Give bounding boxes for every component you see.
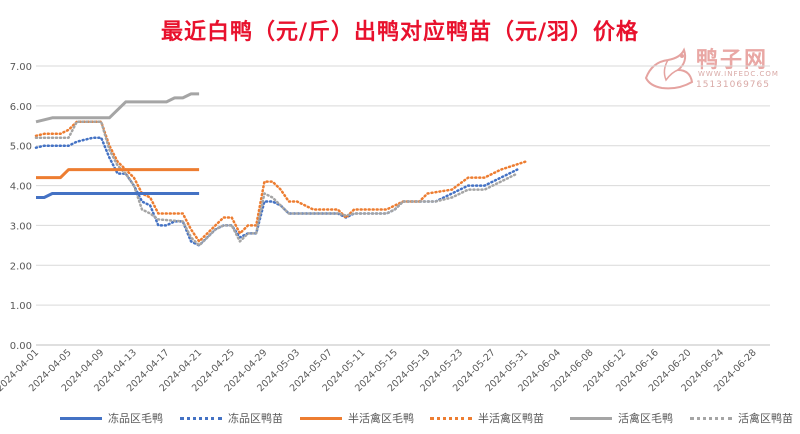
y-tick-label: 5.00 [10, 142, 32, 153]
legend-label: 半活禽区鸭苗 [478, 412, 544, 425]
chart-legend: 冻品区毛鸭 冻品区鸭苗 半活禽区毛鸭 半活禽区鸭苗 活禽区毛鸭 活禽区鸭苗 [60, 408, 800, 428]
legend-swatch [690, 416, 732, 420]
chart-title: 最近白鸭（元/斤）出鸭对应鸭苗（元/羽）价格 [160, 20, 640, 45]
legend-item: 半活禽区毛鸭 [300, 408, 414, 428]
watermark-phone: 15131069765 [696, 80, 770, 90]
legend-swatch [570, 416, 612, 420]
legend-swatch [180, 416, 222, 420]
legend-item: 活禽区毛鸭 [570, 408, 673, 428]
legend-swatch [60, 416, 102, 420]
legend-item: 半活禽区鸭苗 [430, 408, 544, 428]
y-tick-label: 7.00 [10, 62, 32, 73]
legend-swatch [430, 416, 472, 420]
y-tick-label: 1.00 [10, 301, 32, 312]
watermark-url: WWW.INFEDC.COM [698, 70, 779, 78]
legend-swatch [300, 416, 342, 420]
y-tick-label: 2.00 [10, 261, 32, 272]
y-tick-label: 0.00 [10, 341, 32, 352]
series-line-5 [34, 120, 519, 247]
series-line-0 [36, 192, 200, 199]
legend-label: 冻品区鸭苗 [228, 412, 283, 425]
y-tick-label: 6.00 [10, 102, 32, 113]
series-line-3 [34, 120, 527, 243]
watermark-name: 鸭子网 [696, 47, 769, 73]
watermark-logo: 鸭子网 WWW.INFEDC.COM 15131069765 [638, 40, 788, 100]
series-line-4 [35, 92, 200, 124]
legend-label: 活禽区毛鸭 [618, 412, 673, 425]
y-tick-label: 4.00 [10, 182, 32, 193]
legend-label: 冻品区毛鸭 [108, 412, 163, 425]
legend-item: 活禽区鸭苗 [690, 408, 793, 428]
legend-label: 活禽区鸭苗 [738, 412, 793, 425]
legend-item: 冻品区毛鸭 [60, 408, 163, 428]
series-line-2 [36, 168, 200, 180]
legend-item: 冻品区鸭苗 [180, 408, 283, 428]
y-tick-label: 3.00 [10, 221, 32, 232]
legend-label: 半活禽区毛鸭 [348, 412, 414, 425]
